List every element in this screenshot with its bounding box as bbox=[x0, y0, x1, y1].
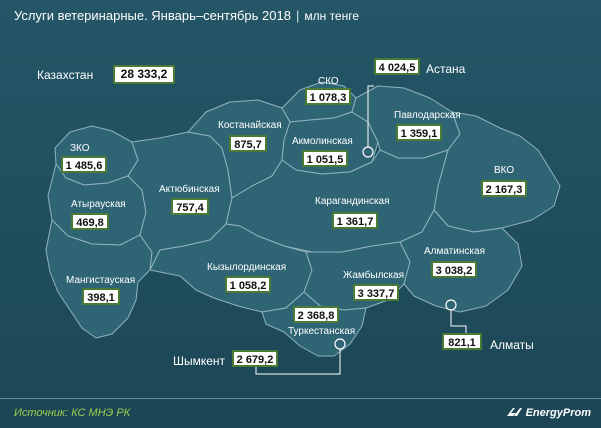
source-text: Источник: КС МНЭ РК bbox=[14, 407, 131, 419]
region-label-turkestan: Туркестанская bbox=[288, 326, 356, 337]
brand: EnergyProm bbox=[505, 406, 591, 419]
region-label-sko: СКО bbox=[318, 76, 339, 87]
astana-leader bbox=[367, 85, 374, 147]
region-label-karaganda: Карагандинская bbox=[315, 196, 390, 207]
region-label-kyzylorda: Кызылординская bbox=[207, 262, 287, 273]
region-value-almaty-obl: 3 038,2 bbox=[431, 261, 477, 278]
region-value-kyzylorda: 1 058,2 bbox=[225, 276, 271, 293]
header: Услуги ветеринарные. Январь–сентябрь 201… bbox=[0, 0, 601, 32]
region-value-atyrau: 469,8 bbox=[71, 213, 109, 230]
energyprom-logo-icon bbox=[506, 408, 522, 416]
region-value-akmola: 1 051,5 bbox=[302, 150, 348, 167]
region-label-zko: ЗКО bbox=[70, 143, 90, 154]
region-label-aktobe: Актюбинская bbox=[159, 184, 220, 195]
unit-label: млн тенге bbox=[304, 9, 360, 23]
city-label-almaty: Алматы bbox=[490, 338, 534, 352]
brand-name: EnergyProm bbox=[525, 407, 591, 419]
almaty-leader bbox=[450, 310, 467, 333]
region-label-vko: ВКО bbox=[494, 165, 515, 176]
region-value-turkestan: 2 368,8 bbox=[293, 306, 339, 323]
region-label-atyrau: Атырауская bbox=[71, 199, 126, 210]
region-value-zko: 1 485,6 bbox=[61, 156, 107, 173]
region-label-mangistau: Мангистауская bbox=[66, 275, 136, 286]
region-shape-mangistau bbox=[45, 219, 153, 339]
city-value-shymkent: 2 679,2 bbox=[232, 350, 278, 367]
region-value-sko: 1 078,3 bbox=[305, 88, 351, 105]
region-value-kostanay: 875,7 bbox=[229, 135, 267, 152]
region-value-aktobe: 757,4 bbox=[171, 198, 209, 215]
region-value-vko: 2 167,3 bbox=[481, 180, 527, 197]
region-value-zhambyl: 3 337,7 bbox=[353, 284, 399, 301]
city-label-shymkent: Шымкент bbox=[173, 354, 226, 368]
title-separator: | bbox=[295, 8, 300, 23]
city-value-almaty: 821,1 bbox=[442, 333, 482, 350]
city-label-astana: Астана bbox=[426, 62, 466, 76]
region-label-akmola: Акмолинская bbox=[292, 136, 353, 147]
region-value-mangistau: 398,1 bbox=[82, 288, 120, 305]
total-label: Казахстан bbox=[37, 68, 94, 82]
city-value-astana: 4 024,5 bbox=[374, 58, 420, 75]
region-value-pavlodar: 1 359,1 bbox=[396, 124, 442, 141]
region-label-zhambyl: Жамбылская bbox=[343, 270, 404, 281]
region-label-almaty-obl: Алматинская bbox=[424, 246, 485, 257]
chart-title: Услуги ветеринарные. Январь–сентябрь 201… bbox=[14, 8, 359, 23]
region-label-kostanay: Костанайская bbox=[218, 120, 282, 131]
region-value-karaganda: 1 361,7 bbox=[332, 212, 378, 229]
footer: Источник: КС МНЭ РК EnergyProm bbox=[0, 398, 601, 428]
total-value: 28 333,2 bbox=[113, 65, 175, 84]
title-text: Услуги ветеринарные. Январь–сентябрь 201… bbox=[14, 8, 291, 23]
region-label-pavlodar: Павлодарская bbox=[394, 110, 461, 121]
shymkent-leader bbox=[255, 349, 341, 375]
region-shape-turkestan bbox=[261, 291, 367, 357]
